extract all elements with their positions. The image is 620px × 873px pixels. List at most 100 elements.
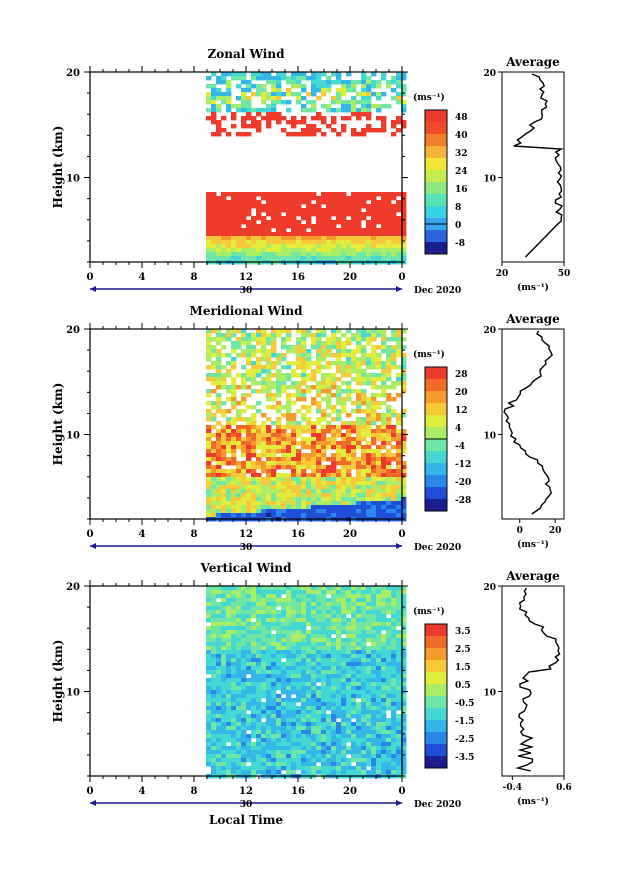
heatmap-cell bbox=[381, 224, 387, 229]
heatmap-cell bbox=[381, 682, 387, 687]
heatmap-cell bbox=[376, 706, 382, 711]
heatmap-cell bbox=[261, 100, 267, 105]
heatmap-cell bbox=[216, 200, 222, 205]
heatmap-cell bbox=[381, 762, 387, 767]
heatmap-cell bbox=[221, 594, 227, 599]
heatmap-cell bbox=[256, 706, 262, 711]
heatmap-cell bbox=[291, 610, 297, 615]
heatmap-cell bbox=[206, 469, 212, 474]
heatmap-cell bbox=[206, 244, 212, 249]
heatmap-cell bbox=[261, 196, 267, 201]
heatmap-cell bbox=[356, 630, 362, 635]
heatmap-cell bbox=[246, 594, 252, 599]
heatmap-cell bbox=[206, 598, 212, 603]
heatmap-cell bbox=[331, 192, 337, 197]
heatmap-cell bbox=[336, 618, 342, 623]
heatmap-cell bbox=[331, 345, 337, 350]
x-tick-label: 20 bbox=[343, 272, 357, 283]
heatmap-cell bbox=[281, 240, 287, 245]
heatmap-cell bbox=[301, 457, 307, 462]
heatmap-cell bbox=[366, 373, 372, 378]
heatmap-cell bbox=[391, 706, 397, 711]
heatmap-cell bbox=[266, 248, 272, 253]
heatmap-cell bbox=[251, 84, 257, 89]
heatmap-cell bbox=[216, 329, 222, 334]
heatmap-cell bbox=[376, 742, 382, 747]
heatmap-cell bbox=[396, 76, 402, 81]
heatmap-cell bbox=[266, 72, 272, 77]
heatmap-cell bbox=[336, 200, 342, 205]
heatmap-cell bbox=[371, 357, 377, 362]
heatmap-cell bbox=[211, 108, 217, 113]
heatmap-cell bbox=[396, 750, 402, 755]
heatmap-cell bbox=[366, 690, 372, 695]
heatmap-cell bbox=[271, 726, 277, 731]
heatmap-cell bbox=[401, 353, 407, 358]
heatmap-cell bbox=[306, 333, 312, 338]
heatmap-cell bbox=[311, 493, 317, 498]
heatmap-cell bbox=[206, 618, 212, 623]
heatmap-cell bbox=[396, 341, 402, 346]
heatmap-cell bbox=[366, 453, 372, 458]
heatmap-cell bbox=[286, 509, 292, 514]
heatmap-cell bbox=[336, 606, 342, 611]
heatmap-cell bbox=[206, 485, 212, 490]
heatmap-cell bbox=[296, 421, 302, 426]
heatmap-cell bbox=[226, 337, 232, 342]
heatmap-cell bbox=[251, 200, 257, 205]
heatmap-cell bbox=[346, 433, 352, 438]
heatmap-cell bbox=[326, 646, 332, 651]
heatmap-cell bbox=[346, 626, 352, 631]
heatmap-cell bbox=[271, 590, 277, 595]
heatmap-cell bbox=[206, 686, 212, 691]
heatmap-cell bbox=[316, 128, 322, 133]
heatmap-cell bbox=[226, 497, 232, 502]
heatmap-cell bbox=[396, 590, 402, 595]
heatmap-cell bbox=[331, 477, 337, 482]
heatmap-cell bbox=[316, 666, 322, 671]
heatmap-cell bbox=[366, 666, 372, 671]
heatmap-cell bbox=[266, 469, 272, 474]
heatmap-cell bbox=[306, 606, 312, 611]
heatmap-cell bbox=[271, 341, 277, 346]
heatmap-cell bbox=[206, 473, 212, 478]
day-bar-right-arrow bbox=[396, 800, 402, 806]
heatmap-cell bbox=[341, 212, 347, 217]
heatmap-cell bbox=[286, 501, 292, 506]
heatmap-cell bbox=[396, 594, 402, 599]
heatmap-cell bbox=[401, 590, 407, 595]
heatmap-cell bbox=[391, 742, 397, 747]
heatmap-cell bbox=[326, 200, 332, 205]
heatmap-cell bbox=[271, 694, 277, 699]
heatmap-cell bbox=[286, 694, 292, 699]
heatmap-cell bbox=[356, 333, 362, 338]
heatmap-cell bbox=[206, 445, 212, 450]
heatmap-cell bbox=[351, 686, 357, 691]
heatmap-cell bbox=[396, 726, 402, 731]
heatmap-cell bbox=[371, 409, 377, 414]
heatmap-cell bbox=[366, 449, 372, 454]
heatmap-cell bbox=[356, 429, 362, 434]
heatmap-cell bbox=[401, 445, 407, 450]
heatmap-cell bbox=[396, 337, 402, 342]
heatmap-cell bbox=[361, 461, 367, 466]
heatmap-cell bbox=[216, 248, 222, 253]
heatmap-cell bbox=[296, 746, 302, 751]
heatmap-cell bbox=[266, 734, 272, 739]
heatmap-cell bbox=[341, 104, 347, 109]
heatmap-cell bbox=[266, 686, 272, 691]
heatmap-cell bbox=[331, 461, 337, 466]
heatmap-cell bbox=[301, 413, 307, 418]
panel-title: Zonal Wind bbox=[208, 47, 286, 61]
heatmap-cell bbox=[281, 710, 287, 715]
heatmap-cell bbox=[391, 76, 397, 81]
heatmap-cell bbox=[231, 662, 237, 667]
heatmap-cell bbox=[366, 662, 372, 667]
heatmap-cell bbox=[296, 489, 302, 494]
heatmap-cell bbox=[336, 401, 342, 406]
heatmap-cell bbox=[266, 678, 272, 683]
heatmap-cell bbox=[276, 674, 282, 679]
heatmap-cell bbox=[281, 192, 287, 197]
heatmap-cell bbox=[341, 349, 347, 354]
